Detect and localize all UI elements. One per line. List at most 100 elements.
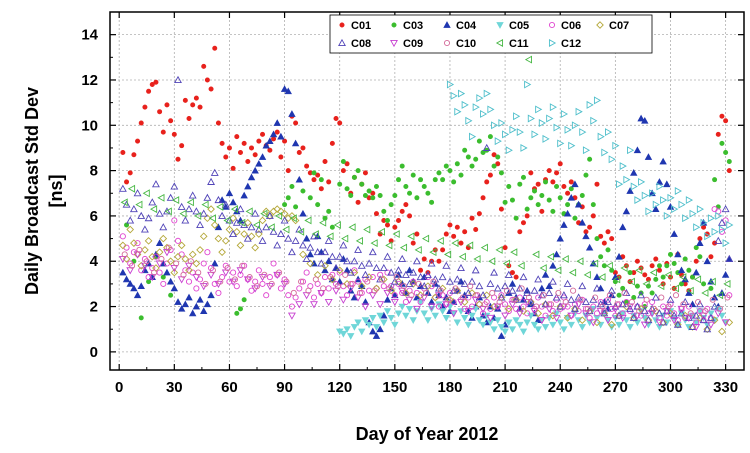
data-point-c10 — [371, 287, 378, 294]
data-point-c03 — [373, 183, 379, 189]
data-point-c04 — [703, 257, 711, 265]
data-point-c06 — [410, 278, 417, 285]
data-point-c10 — [327, 274, 334, 281]
data-point-c09 — [339, 296, 348, 304]
data-point-c04 — [207, 291, 215, 299]
data-point-c09 — [486, 314, 495, 323]
data-point-c04 — [619, 223, 627, 231]
data-point-c08 — [420, 282, 429, 290]
data-point-c03 — [337, 181, 343, 187]
data-point-c01 — [127, 170, 133, 176]
data-point-c12 — [682, 214, 690, 223]
data-point-c10 — [599, 303, 606, 310]
data-point-c08 — [394, 266, 403, 274]
data-point-c12 — [597, 132, 605, 141]
data-point-c01 — [484, 179, 490, 185]
data-point-c07 — [659, 318, 667, 327]
data-point-c03 — [712, 177, 718, 183]
data-point-c11 — [370, 239, 378, 248]
data-point-c01 — [293, 120, 299, 126]
data-point-c07 — [718, 327, 726, 336]
data-point-c03 — [598, 254, 604, 260]
data-point-c10 — [283, 278, 290, 285]
data-point-c01 — [315, 172, 321, 178]
data-point-c10 — [239, 262, 246, 269]
data-point-c10 — [709, 296, 716, 303]
data-point-c01 — [271, 136, 277, 142]
data-point-c04 — [670, 230, 678, 237]
data-point-c08 — [442, 261, 451, 269]
data-point-c05 — [402, 312, 410, 320]
data-point-c04 — [659, 157, 667, 165]
data-point-c07 — [541, 300, 550, 309]
data-point-c07 — [181, 255, 190, 263]
data-point-c01 — [469, 215, 475, 221]
data-point-c03 — [237, 306, 243, 312]
y-axis-title-line1: Daily Broadcast Std Dev — [22, 87, 42, 295]
data-point-c04 — [185, 293, 193, 301]
x-tick-label: 120 — [327, 379, 352, 396]
data-point-c03 — [168, 292, 174, 298]
data-point-c03 — [502, 199, 508, 205]
series-c12 — [446, 80, 734, 248]
legend-marker-c12 — [548, 39, 557, 47]
data-point-c08 — [203, 193, 212, 201]
x-tick-label: 90 — [276, 379, 293, 396]
data-point-c08 — [644, 316, 653, 324]
data-point-c12 — [546, 114, 554, 123]
data-point-c05 — [431, 312, 439, 320]
data-point-c10 — [129, 262, 136, 269]
data-point-c12 — [457, 89, 466, 98]
data-point-c08 — [563, 279, 572, 287]
data-point-c05 — [494, 317, 502, 324]
data-point-c03 — [587, 156, 593, 162]
data-point-c07 — [335, 266, 344, 275]
data-point-c03 — [432, 177, 438, 183]
data-point-c08 — [383, 252, 392, 260]
data-point-c08 — [236, 204, 245, 213]
data-point-c12 — [616, 180, 624, 189]
data-point-c04 — [200, 307, 208, 314]
data-point-c01 — [719, 113, 725, 119]
data-point-c08 — [243, 234, 252, 242]
data-point-c01 — [436, 258, 442, 264]
data-point-c03 — [701, 281, 707, 287]
data-point-c05 — [376, 312, 384, 320]
data-point-c07 — [174, 252, 182, 261]
data-point-c12 — [476, 94, 484, 103]
data-point-c07 — [372, 284, 381, 293]
data-point-c08 — [699, 316, 708, 324]
data-point-c10 — [650, 305, 658, 312]
data-point-c03 — [355, 168, 361, 174]
data-point-c07 — [273, 205, 282, 213]
data-point-c10 — [680, 301, 687, 308]
data-point-c03 — [359, 181, 365, 187]
data-point-c01 — [245, 159, 251, 165]
data-point-c04 — [291, 139, 300, 147]
data-point-c09 — [670, 317, 679, 325]
data-point-c05 — [501, 328, 509, 336]
data-point-c09 — [706, 321, 715, 329]
data-point-c11 — [723, 279, 731, 288]
data-point-c06 — [138, 267, 145, 274]
data-point-c04 — [166, 277, 175, 285]
data-point-c07 — [258, 216, 267, 225]
data-point-c01 — [384, 222, 390, 228]
data-point-c01 — [131, 152, 137, 158]
data-point-c06 — [685, 303, 692, 310]
data-point-c01 — [237, 149, 243, 155]
data-point-c08 — [188, 191, 197, 199]
data-point-c08 — [589, 295, 598, 303]
data-point-c04 — [181, 300, 190, 308]
data-point-c07 — [188, 250, 197, 259]
data-point-c04 — [177, 305, 186, 312]
data-point-c01 — [473, 227, 479, 233]
data-point-c03 — [528, 195, 534, 201]
data-point-c01 — [451, 233, 457, 239]
data-point-c07 — [196, 246, 204, 254]
data-point-c06 — [498, 292, 505, 299]
data-point-c10 — [246, 274, 253, 281]
data-point-c04 — [541, 271, 550, 278]
data-point-c07 — [210, 221, 219, 229]
data-point-c07 — [306, 259, 315, 268]
